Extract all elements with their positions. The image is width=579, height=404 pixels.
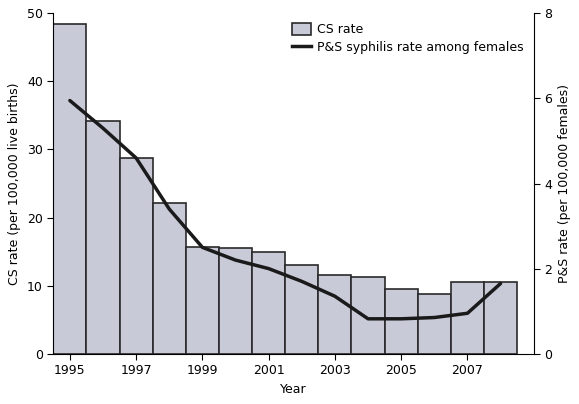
Y-axis label: CS rate (per 100,000 live births): CS rate (per 100,000 live births) xyxy=(8,82,21,285)
Legend: CS rate, P&S syphilis rate among females: CS rate, P&S syphilis rate among females xyxy=(288,19,527,58)
Bar xyxy=(351,278,384,354)
Bar xyxy=(153,202,186,354)
Bar xyxy=(219,248,252,354)
Y-axis label: P&S rate (per 100,000 females): P&S rate (per 100,000 females) xyxy=(558,84,571,283)
Bar xyxy=(252,252,285,354)
Bar xyxy=(451,282,484,354)
Bar xyxy=(417,294,451,354)
X-axis label: Year: Year xyxy=(280,383,307,396)
Bar xyxy=(484,282,517,354)
Bar xyxy=(285,265,318,354)
Bar xyxy=(86,121,120,354)
Bar xyxy=(384,289,417,354)
Bar xyxy=(318,276,351,354)
Bar xyxy=(53,23,86,354)
Bar xyxy=(186,247,219,354)
Bar xyxy=(120,158,153,354)
